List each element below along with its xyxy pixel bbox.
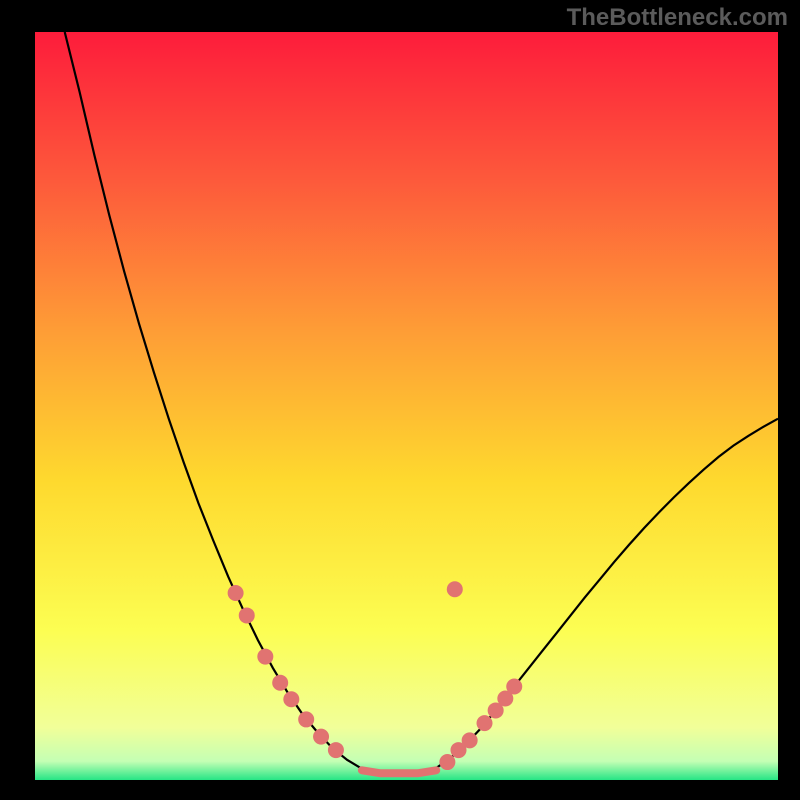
- data-marker: [439, 754, 455, 770]
- data-marker: [506, 679, 522, 695]
- plot-area: [35, 32, 778, 780]
- data-marker: [239, 607, 255, 623]
- data-marker: [298, 711, 314, 727]
- chart-svg: [35, 32, 778, 780]
- data-marker: [477, 715, 493, 731]
- data-marker: [447, 581, 463, 597]
- trough-highlight: [362, 770, 436, 773]
- data-marker: [462, 732, 478, 748]
- chart-canvas: TheBottleneck.com: [0, 0, 800, 800]
- bottleneck-curve: [65, 32, 778, 776]
- data-marker: [228, 585, 244, 601]
- data-marker: [272, 675, 288, 691]
- data-marker: [257, 649, 273, 665]
- watermark-text: TheBottleneck.com: [567, 4, 788, 32]
- data-marker: [283, 691, 299, 707]
- data-marker: [328, 742, 344, 758]
- data-marker: [313, 729, 329, 745]
